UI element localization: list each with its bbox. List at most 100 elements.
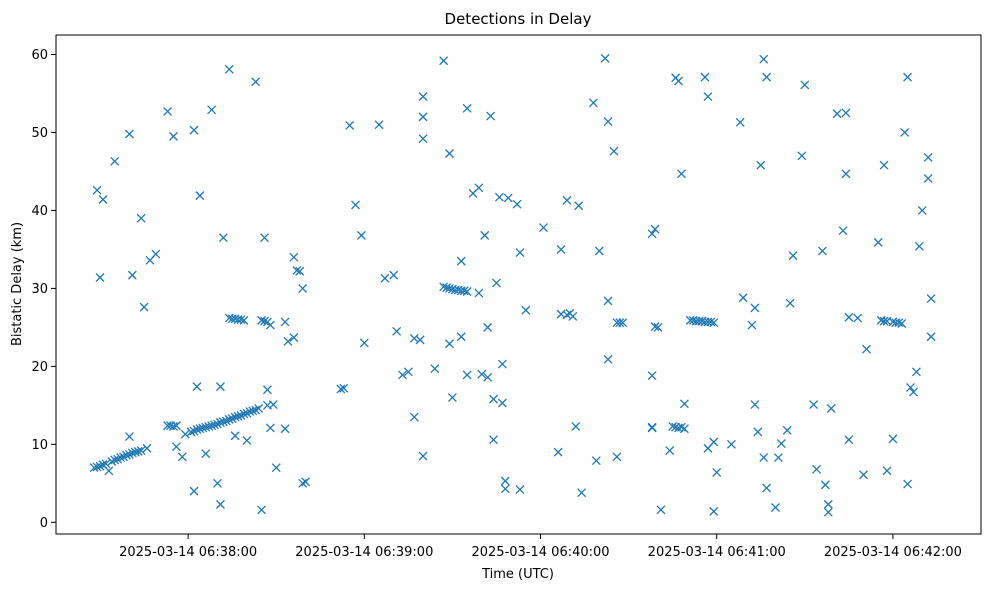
data-point <box>210 420 220 430</box>
data-point <box>92 462 102 472</box>
data-point <box>494 192 504 202</box>
data-point <box>862 344 871 354</box>
data-point <box>198 423 208 433</box>
y-axis: 0 10 20 30 40 50 60 <box>31 48 56 531</box>
data-point <box>189 125 199 135</box>
data-point <box>773 453 783 463</box>
data-point <box>254 404 264 413</box>
data-point <box>911 367 921 377</box>
data-point <box>192 382 202 392</box>
data-point <box>215 418 225 427</box>
data-point <box>906 382 915 392</box>
data-point <box>124 432 134 441</box>
y-tick-label: 0 <box>40 516 48 531</box>
data-point <box>292 266 302 275</box>
data-point <box>260 233 269 243</box>
data-point <box>265 320 275 330</box>
data-point <box>207 105 217 115</box>
data-point <box>295 266 305 276</box>
data-point <box>442 283 452 293</box>
data-point <box>926 294 936 303</box>
data-point <box>124 129 134 139</box>
data-point <box>218 417 228 427</box>
data-point <box>171 421 181 431</box>
data-point <box>456 256 466 266</box>
data-point <box>703 92 713 102</box>
data-point <box>615 318 625 328</box>
data-point <box>418 451 428 461</box>
data-point <box>359 338 369 348</box>
data-point <box>903 479 913 489</box>
data-point <box>251 77 261 87</box>
data-point <box>192 425 202 434</box>
data-point <box>809 400 819 410</box>
data-point <box>298 283 308 293</box>
data-point <box>503 193 513 203</box>
data-point <box>201 422 211 432</box>
data-point <box>92 185 102 195</box>
data-point <box>914 241 924 251</box>
data-point <box>374 120 384 130</box>
data-point <box>647 371 657 381</box>
data-point <box>712 467 722 477</box>
data-point <box>169 131 178 141</box>
data-point <box>800 80 810 90</box>
data-point <box>127 270 137 280</box>
data-point <box>474 183 484 193</box>
data-point <box>239 315 249 325</box>
data-point <box>853 313 863 323</box>
data-point <box>248 406 258 416</box>
data-point <box>447 393 457 403</box>
data-point <box>230 412 240 422</box>
data-point <box>882 466 892 476</box>
data-point <box>180 429 190 439</box>
x-axis-label: Time (UTC) <box>481 567 554 582</box>
data-point <box>462 103 472 113</box>
data-point <box>653 322 663 332</box>
data-point <box>483 372 493 382</box>
data-point <box>539 223 548 233</box>
data-point <box>817 246 827 256</box>
data-point <box>239 409 249 419</box>
data-point <box>679 399 689 409</box>
data-point <box>709 437 719 447</box>
data-point <box>439 56 449 66</box>
data-point <box>127 448 137 458</box>
x-tick-label: 2025-03-14 06:42:00 <box>824 545 962 560</box>
data-point <box>903 72 913 82</box>
data-point <box>888 434 898 444</box>
data-point <box>823 507 833 517</box>
data-point <box>826 404 836 413</box>
data-point <box>445 339 454 349</box>
data-point <box>909 387 918 397</box>
data-point <box>301 477 311 487</box>
data-point <box>709 318 719 328</box>
data-point <box>398 370 407 380</box>
data-point <box>917 205 927 215</box>
data-point <box>665 446 675 456</box>
data-point <box>262 385 272 395</box>
data-point <box>242 435 252 445</box>
data-point <box>418 112 428 122</box>
data-point <box>926 332 936 342</box>
data-point <box>556 244 566 254</box>
data-point <box>189 486 199 496</box>
data-point <box>418 134 428 144</box>
data-point <box>171 442 181 452</box>
data-point <box>104 466 114 476</box>
data-point <box>151 249 161 259</box>
data-point <box>656 505 666 515</box>
data-point <box>445 283 454 293</box>
data-point <box>271 463 281 473</box>
data-point <box>747 320 757 330</box>
data-point <box>215 382 225 392</box>
y-tick-label: 60 <box>31 48 48 63</box>
data-point <box>489 394 498 404</box>
data-point <box>562 195 572 205</box>
data-point <box>674 76 683 86</box>
x-tick-label: 2025-03-14 06:38:00 <box>119 545 257 560</box>
data-point <box>812 464 822 474</box>
data-point <box>95 273 105 282</box>
data-point <box>762 483 772 493</box>
detection-markers <box>89 53 936 517</box>
